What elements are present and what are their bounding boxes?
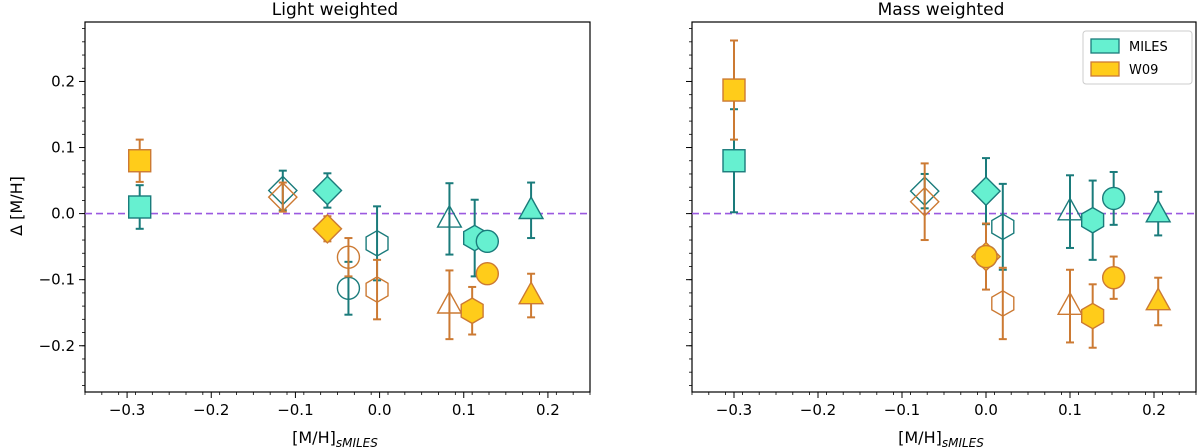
w09-point-hexagon <box>365 276 389 304</box>
miles-point-triangle <box>518 195 545 220</box>
x-tick-label: −0.3 <box>109 401 145 419</box>
w09-point-triangle <box>1056 291 1084 315</box>
panel-light-weighted: Light weighted Δ [M/H] [M/H]sMILES −0.3 −… <box>7 0 591 448</box>
legend-label-miles: MILES <box>1129 40 1168 55</box>
w09-point-triangle <box>1145 286 1172 311</box>
w09-point-hexagon <box>991 289 1015 317</box>
w09-point-diamond <box>267 182 298 213</box>
w09-point-circle <box>974 244 998 269</box>
w09-point-hexagon <box>460 297 484 325</box>
y-tick-label: 0.1 <box>51 139 75 157</box>
legend: MILES W09 <box>1082 30 1193 85</box>
miles-point-circle <box>1101 186 1126 211</box>
legend-swatch-w09 <box>1090 61 1120 77</box>
w09-point-square <box>722 78 746 102</box>
miles-point-hexagon <box>365 229 389 257</box>
miles-point-diamond <box>312 175 343 206</box>
x-tick-label: 0.0 <box>368 401 392 419</box>
miles-point-circle <box>475 229 500 254</box>
x-tick-label: 0.2 <box>1142 401 1166 419</box>
x-axis-label-right: [M/H]sMILES <box>898 428 984 448</box>
w09-point-triangle <box>518 280 545 305</box>
w09-point-circle <box>336 245 361 269</box>
miles-point-triangle <box>1056 196 1084 221</box>
x-tick-label: −0.3 <box>716 401 752 419</box>
legend-label-w09: W09 <box>1129 63 1158 78</box>
miles-point-diamond <box>970 176 1002 207</box>
axes-frame <box>84 21 591 393</box>
x-tick-label: 0.2 <box>536 401 560 419</box>
y-tick-label: 0.0 <box>51 205 75 223</box>
y-tick-label: −0.2 <box>39 337 75 355</box>
miles-point-square <box>722 149 746 173</box>
y-tick-label: −0.1 <box>39 271 75 289</box>
panel-mass-weighted: Mass weighted [M/H]sMILES −0.3 −0.2 −0.1 0.… <box>686 0 1197 448</box>
panel-title-mass-weighted: Mass weighted <box>878 0 1005 20</box>
y-tick-label: 0.2 <box>51 72 75 90</box>
miles-point-square <box>128 195 152 219</box>
x-tick-label: −0.1 <box>277 401 313 419</box>
miles-point-hexagon <box>1080 206 1105 234</box>
legend-swatch-miles <box>1090 38 1120 54</box>
w09-point-circle <box>475 262 500 286</box>
x-tick-label: 0.1 <box>1058 401 1082 419</box>
miles-point-triangle <box>1145 198 1172 223</box>
miles-point-hexagon <box>991 213 1015 241</box>
w09-point-diamond <box>312 213 343 244</box>
x-tick-label: −0.2 <box>800 401 836 419</box>
x-tick-label: 0.0 <box>974 401 998 419</box>
miles-point-triangle <box>436 204 463 228</box>
w09-point-circle <box>1101 265 1126 290</box>
w09-point-triangle <box>436 290 463 314</box>
w09-point-hexagon <box>1080 302 1105 330</box>
x-tick-label: −0.2 <box>193 401 229 419</box>
w09-point-diamond <box>909 186 940 217</box>
x-tick-label: 0.1 <box>452 401 476 419</box>
y-axis-label: Δ [M/H] <box>7 176 26 236</box>
x-tick-label: −0.1 <box>884 401 920 419</box>
w09-point-square <box>128 149 152 173</box>
panel-title-light-weighted: Light weighted <box>272 0 398 20</box>
x-axis-label-left: [M/H]sMILES <box>292 428 378 448</box>
